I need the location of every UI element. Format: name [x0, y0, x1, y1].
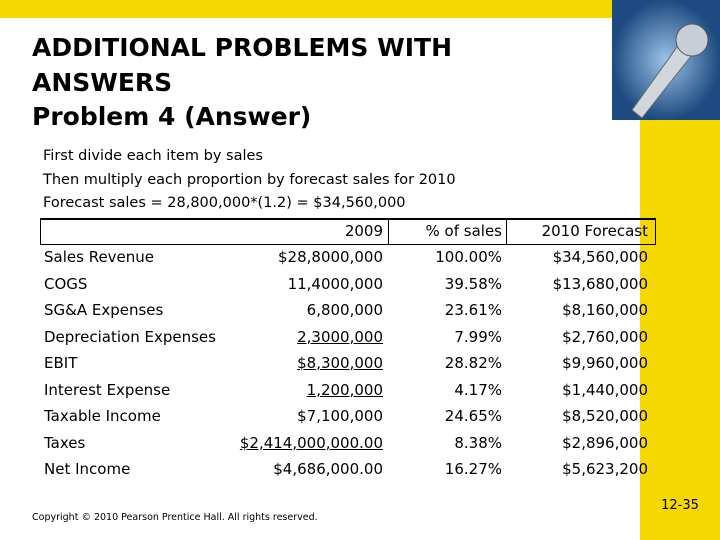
cell-2009: 6,800,000 [306, 301, 383, 319]
cell-2009: $8,300,000 [297, 354, 383, 372]
row-label: COGS [44, 274, 88, 293]
cell-forecast: $9,960,000 [562, 354, 648, 372]
copyright: Copyright © 2010 Pearson Prentice Hall. … [32, 512, 318, 523]
page-number: 12-35 [661, 498, 699, 513]
table-rule [655, 218, 656, 245]
column-header: 2010 Forecast [541, 222, 648, 240]
column-header: % of sales [425, 222, 502, 240]
cell-pct: 8.38% [454, 433, 502, 452]
cell-2009: $4,686,000.00 [273, 460, 383, 478]
title-line: Problem 4 (Answer) [32, 102, 312, 131]
cell-forecast: $5,623,200 [562, 460, 648, 478]
cell-pct: 24.65% [444, 407, 502, 425]
cell-pct: 28.82% [444, 354, 502, 372]
cell-2009: $7,100,000 [297, 407, 383, 425]
row-label: Depreciation Expenses [44, 327, 216, 346]
cell-pct: 7.99% [454, 327, 502, 346]
wrench-image [612, 0, 720, 120]
cell-pct: 16.27% [444, 460, 502, 478]
table-rule [506, 218, 507, 245]
cell-forecast: $1,440,000 [562, 380, 648, 399]
row-label: Taxable Income [44, 407, 161, 425]
title-line: ANSWERS [32, 67, 173, 97]
table-rule [40, 244, 655, 245]
intro-line: Then multiply each proportion by forecas… [43, 171, 456, 188]
cell-pct: 100.00% [435, 248, 502, 266]
cell-2009: 11,4000,000 [287, 274, 383, 293]
intro-line: Forecast sales = 28,800,000*(1.2) = $34,… [43, 195, 406, 211]
cell-2009: 1,200,000 [306, 380, 383, 399]
row-label: Taxes [44, 433, 86, 452]
table-rule [40, 218, 41, 245]
column-header: 2009 [344, 222, 383, 240]
top-band [0, 0, 640, 18]
cell-2009: 2,3000,000 [297, 327, 383, 346]
row-label: SG&A Expenses [44, 301, 164, 319]
cell-forecast: $2,760,000 [562, 327, 648, 346]
cell-pct: 4.17% [454, 380, 502, 399]
cell-pct: 39.58% [444, 274, 502, 293]
cell-2009: $28,8000,000 [278, 248, 383, 266]
cell-forecast: $8,160,000 [562, 301, 648, 319]
row-label: Interest Expense [44, 380, 171, 399]
row-label: Net Income [44, 460, 131, 478]
cell-2009: $2,414,000,000.00 [239, 433, 383, 452]
table-rule [388, 218, 389, 245]
title-line: ADDITIONAL PROBLEMS WITH [32, 33, 452, 62]
row-label: EBIT [44, 354, 78, 372]
cell-forecast: $34,560,000 [552, 248, 648, 266]
row-label: Sales Revenue [44, 248, 155, 266]
cell-forecast: $2,896,000 [562, 433, 648, 452]
table-rule [40, 218, 655, 220]
intro-line: First divide each item by sales [43, 148, 263, 164]
cell-forecast: $8,520,000 [562, 407, 648, 425]
cell-forecast: $13,680,000 [552, 274, 648, 293]
cell-pct: 23.61% [444, 301, 502, 319]
